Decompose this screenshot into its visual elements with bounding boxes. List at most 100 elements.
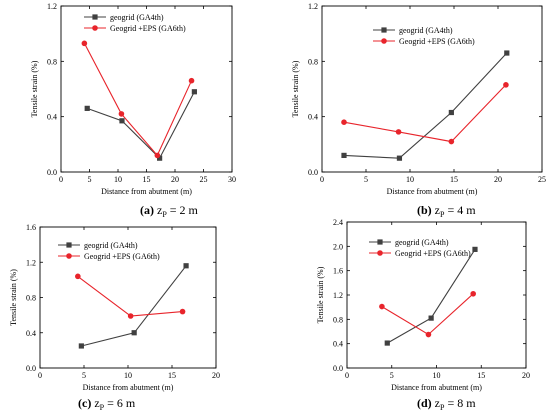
series-line-1 <box>87 91 195 160</box>
data-point <box>191 89 197 95</box>
caption-variable: z <box>432 396 440 410</box>
x-tick-label: 15 <box>168 371 176 380</box>
legend-label: geogrid (GA4th) <box>110 13 164 22</box>
y-tick-label: 0.0 <box>47 168 57 177</box>
legend-label: Geogrid +EPS (GA6th) <box>399 37 475 46</box>
data-point <box>188 77 195 84</box>
y-tick-label: 1.2 <box>47 2 57 11</box>
series-line-2 <box>343 84 507 143</box>
y-tick-label: 1.2 <box>26 258 36 267</box>
y-tick-label: 0.8 <box>47 57 57 66</box>
y-tick-label: 2.4 <box>333 218 343 227</box>
y-tick-label: 0.4 <box>308 113 318 122</box>
caption-subscript: P <box>100 403 105 412</box>
x-tick-label: 20 <box>494 175 502 184</box>
x-tick-label: 20 <box>212 371 220 380</box>
chart-panel-1: 0 5 10 15 20 25 30 0.0 0.4 0.8 1.2 Distance from ab… <box>30 2 236 219</box>
legend-marker <box>66 253 72 259</box>
x-tick-label: 5 <box>390 371 394 380</box>
x-tick-label: 25 <box>200 175 208 184</box>
x-tick-label: 10 <box>406 175 414 184</box>
data-point <box>157 155 163 161</box>
x-tick-label: 5 <box>82 371 86 380</box>
legend-label: Geogrid +EPS (GA6th) <box>395 249 471 258</box>
y-tick-label: 0.4 <box>47 113 57 122</box>
data-point <box>75 273 81 280</box>
y-axis-title: Tensile strain (%) <box>9 269 18 326</box>
series-line-1 <box>343 52 508 159</box>
legend-marker <box>92 14 98 20</box>
legend-label: geogrid (GA4th) <box>84 241 138 250</box>
caption-value: = 4 m <box>444 203 476 217</box>
caption-variable: z <box>154 203 162 217</box>
x-tick-label: 0 <box>38 371 42 380</box>
y-tick-label: 0.4 <box>26 329 36 338</box>
series-line-2 <box>381 293 474 336</box>
caption-subscript: P <box>440 403 445 412</box>
legend-label: geogrid (GA4th) <box>399 26 453 35</box>
legend-marker <box>377 239 383 245</box>
y-tick-label: 2.0 <box>333 242 343 251</box>
x-tick-label: 0 <box>59 175 63 184</box>
legend-marker <box>381 38 387 44</box>
x-tick-label: 15 <box>143 175 151 184</box>
data-point <box>395 129 402 135</box>
y-tick-label: 1.2 <box>333 291 343 300</box>
x-tick-label: 0 <box>345 371 349 380</box>
y-axis-title: Tensile strain (%) <box>30 60 39 117</box>
x-tick-label: 20 <box>171 175 179 184</box>
y-tick-label: 0.4 <box>333 340 343 349</box>
data-point <box>118 111 125 117</box>
data-point <box>341 119 347 125</box>
data-point <box>179 308 186 315</box>
x-tick-label: 5 <box>88 175 92 184</box>
legend-label: Geogrid +EPS (GA6th) <box>84 252 160 261</box>
data-point <box>504 50 510 56</box>
x-tick-label: 25 <box>538 175 546 184</box>
caption-value: = 2 m <box>167 203 199 217</box>
data-point <box>470 290 476 297</box>
caption-value: = 8 m <box>444 396 476 410</box>
y-tick-label: 0.0 <box>26 364 36 373</box>
panel-caption: (d) zP = 8 m <box>417 396 476 412</box>
y-tick-label: 0.8 <box>26 294 36 303</box>
chart-panel-3: 0 5 10 15 20 0.0 0.4 0.8 1.2 1.6 Distance from abu… <box>9 223 220 412</box>
data-point <box>425 331 432 338</box>
legend-label: geogrid (GA4th) <box>395 238 449 247</box>
data-point <box>81 40 88 47</box>
x-tick-label: 5 <box>364 175 368 184</box>
data-point <box>183 263 189 269</box>
caption-value: = 6 m <box>104 396 136 410</box>
x-tick-label: 0 <box>320 175 324 184</box>
x-tick-label: 10 <box>124 371 132 380</box>
plot-frame <box>321 5 543 173</box>
data-point <box>119 118 125 124</box>
x-tick-label: 10 <box>433 371 441 380</box>
caption-subscript: P <box>440 210 445 219</box>
data-point <box>127 313 134 319</box>
data-point <box>84 105 90 111</box>
legend-marker <box>377 250 383 256</box>
legend-label: Geogrid +EPS (GA6th) <box>110 24 186 33</box>
x-tick-label: 15 <box>450 175 458 184</box>
data-point <box>428 315 434 321</box>
caption-variable: z <box>432 203 440 217</box>
data-point <box>396 155 403 161</box>
data-point <box>384 340 390 346</box>
x-axis-title: Distance from abutment (m) <box>101 187 192 196</box>
y-tick-label: 0.0 <box>308 168 318 177</box>
y-tick-label: 1.6 <box>26 223 36 232</box>
panel-letter: (c) <box>78 396 91 410</box>
y-tick-label: 1.2 <box>308 2 318 11</box>
y-tick-label: 0.0 <box>333 364 343 373</box>
x-tick-label: 10 <box>114 175 122 184</box>
data-point <box>78 343 84 349</box>
caption-variable: z <box>91 396 99 410</box>
series-line-1 <box>387 249 476 344</box>
y-tick-label: 0.8 <box>333 315 343 324</box>
y-tick-label: 1.6 <box>333 267 343 276</box>
data-point <box>448 109 454 116</box>
chart-panel-4: 0 5 10 15 20 0.0 0.4 0.8 1.2 1.6 2.0 2.4 Distance fr… <box>316 218 530 412</box>
series-line-2 <box>83 43 193 157</box>
series-line-2 <box>77 275 183 317</box>
